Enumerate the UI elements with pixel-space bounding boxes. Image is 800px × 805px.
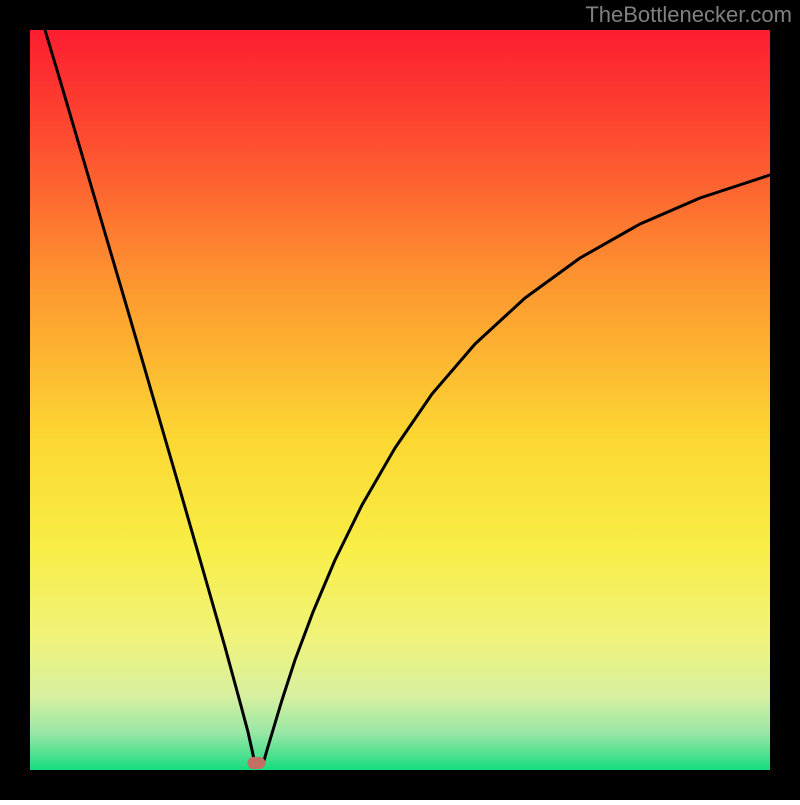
optimal-point-marker [247,757,265,769]
chart-plot-area [30,30,770,770]
watermark-text: TheBottlenecker.com [585,2,792,28]
chart-svg [0,0,800,800]
bottleneck-chart: TheBottlenecker.com [0,0,800,800]
